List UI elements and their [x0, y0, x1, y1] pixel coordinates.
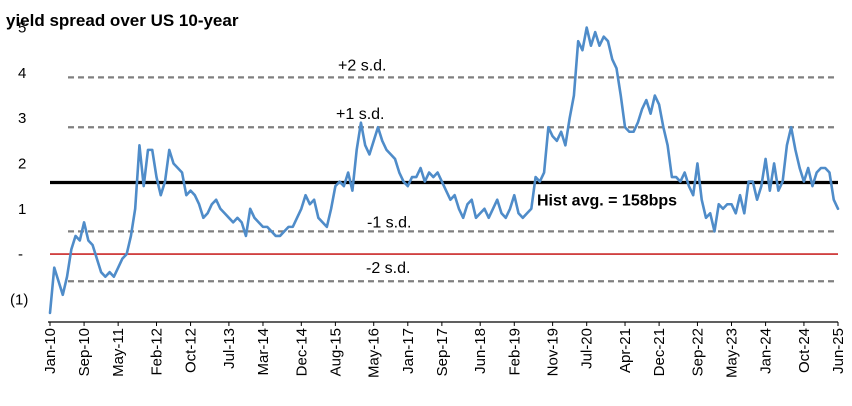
x-tick-label: Feb-19: [506, 328, 523, 376]
series-layer: [48, 26, 840, 315]
x-tick-label: Jan-10: [42, 328, 59, 374]
reference-line-label: +1 s.d.: [336, 106, 384, 123]
x-tick-label: May-11: [110, 328, 127, 377]
x-tick-label: May-16: [366, 328, 383, 378]
y-tick-label: -: [18, 246, 23, 263]
reference-lines: [50, 76, 838, 283]
x-axis: Jan-10 Sep-10 May-11 Feb-12 Oct-12 Jul-13 Mar-…: [42, 321, 847, 378]
reference-labels: +2 s.d. +1 s.d. Hist avg. = 158bps -1 s.d. -…: [336, 57, 677, 277]
x-tick-label: May-23: [724, 328, 741, 378]
y-tick-label: 2: [18, 155, 26, 172]
x-tick-label: Dec-14: [293, 328, 310, 376]
x-tick-label: Jul-20: [579, 328, 596, 369]
x-tick-label: Jul-13: [221, 328, 238, 369]
x-tick-label: Oct-24: [796, 328, 813, 373]
x-tick-label: Aug-15: [327, 328, 344, 376]
x-tick-label: Jun-18: [472, 328, 489, 374]
x-tick-label: Nov-19: [545, 328, 562, 376]
x-tick-label: Jan-24: [758, 328, 775, 374]
x-tick-label: Sep-22: [689, 328, 706, 376]
y-axis: 5 4 3 2 1 - (1): [10, 20, 28, 309]
reference-line-label: +2 s.d.: [338, 57, 386, 74]
x-tick-label: Mar-14: [255, 328, 272, 376]
y-tick-label: 3: [18, 110, 26, 127]
x-tick-label: Sep-17: [434, 328, 451, 376]
chart-title: yield spread over US 10-year: [6, 11, 239, 30]
x-tick-label: Jan-17: [400, 328, 417, 374]
y-tick-label: 5: [18, 20, 26, 37]
x-tick-label: Dec-21: [651, 328, 668, 376]
x-tick-label: Oct-12: [183, 328, 200, 373]
x-tick-label: Feb-12: [148, 328, 165, 376]
x-tick-label: Sep-10: [76, 328, 93, 376]
reference-line-label: -2 s.d.: [366, 260, 410, 277]
y-tick-label: (1): [10, 291, 28, 308]
x-tick-label: Apr-21: [617, 328, 634, 373]
x-tick-label: Jun-25: [830, 328, 847, 374]
series-line: [48, 26, 840, 315]
y-tick-label: 4: [18, 65, 26, 82]
y-tick-label: 1: [18, 201, 26, 218]
reference-line-label: Hist avg. = 158bps: [537, 192, 677, 209]
reference-line-label: -1 s.d.: [367, 214, 411, 231]
